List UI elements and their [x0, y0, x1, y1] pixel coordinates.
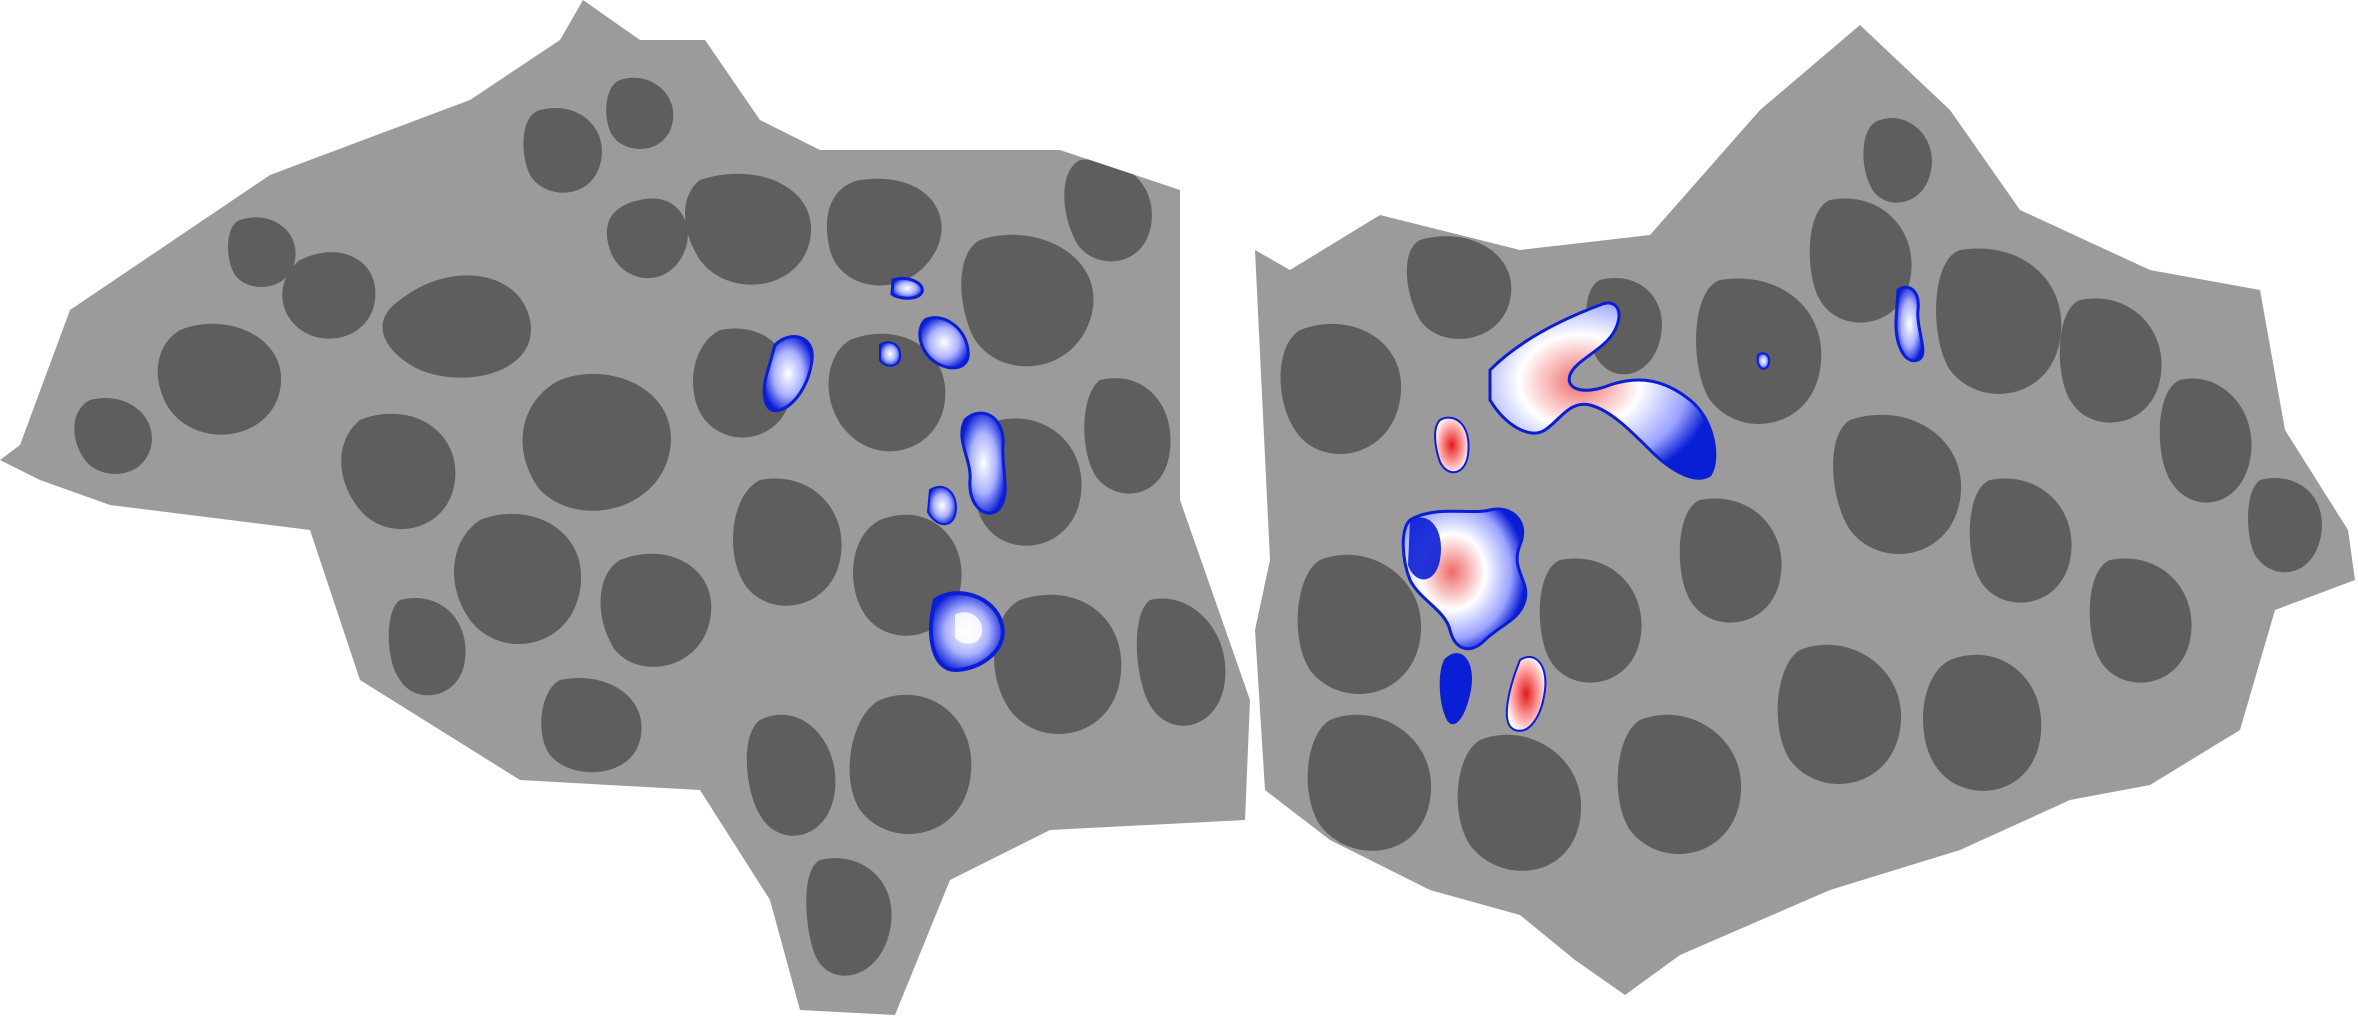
- right-hemisphere-outline: [1255, 25, 2355, 995]
- left-activations: [762, 276, 1007, 673]
- left-sulci: [74, 77, 1226, 976]
- right-activations: [1401, 285, 1925, 732]
- right-sulci: [1280, 118, 2322, 871]
- right-hemisphere: [1255, 25, 2355, 995]
- left-hemisphere: [0, 0, 1250, 1015]
